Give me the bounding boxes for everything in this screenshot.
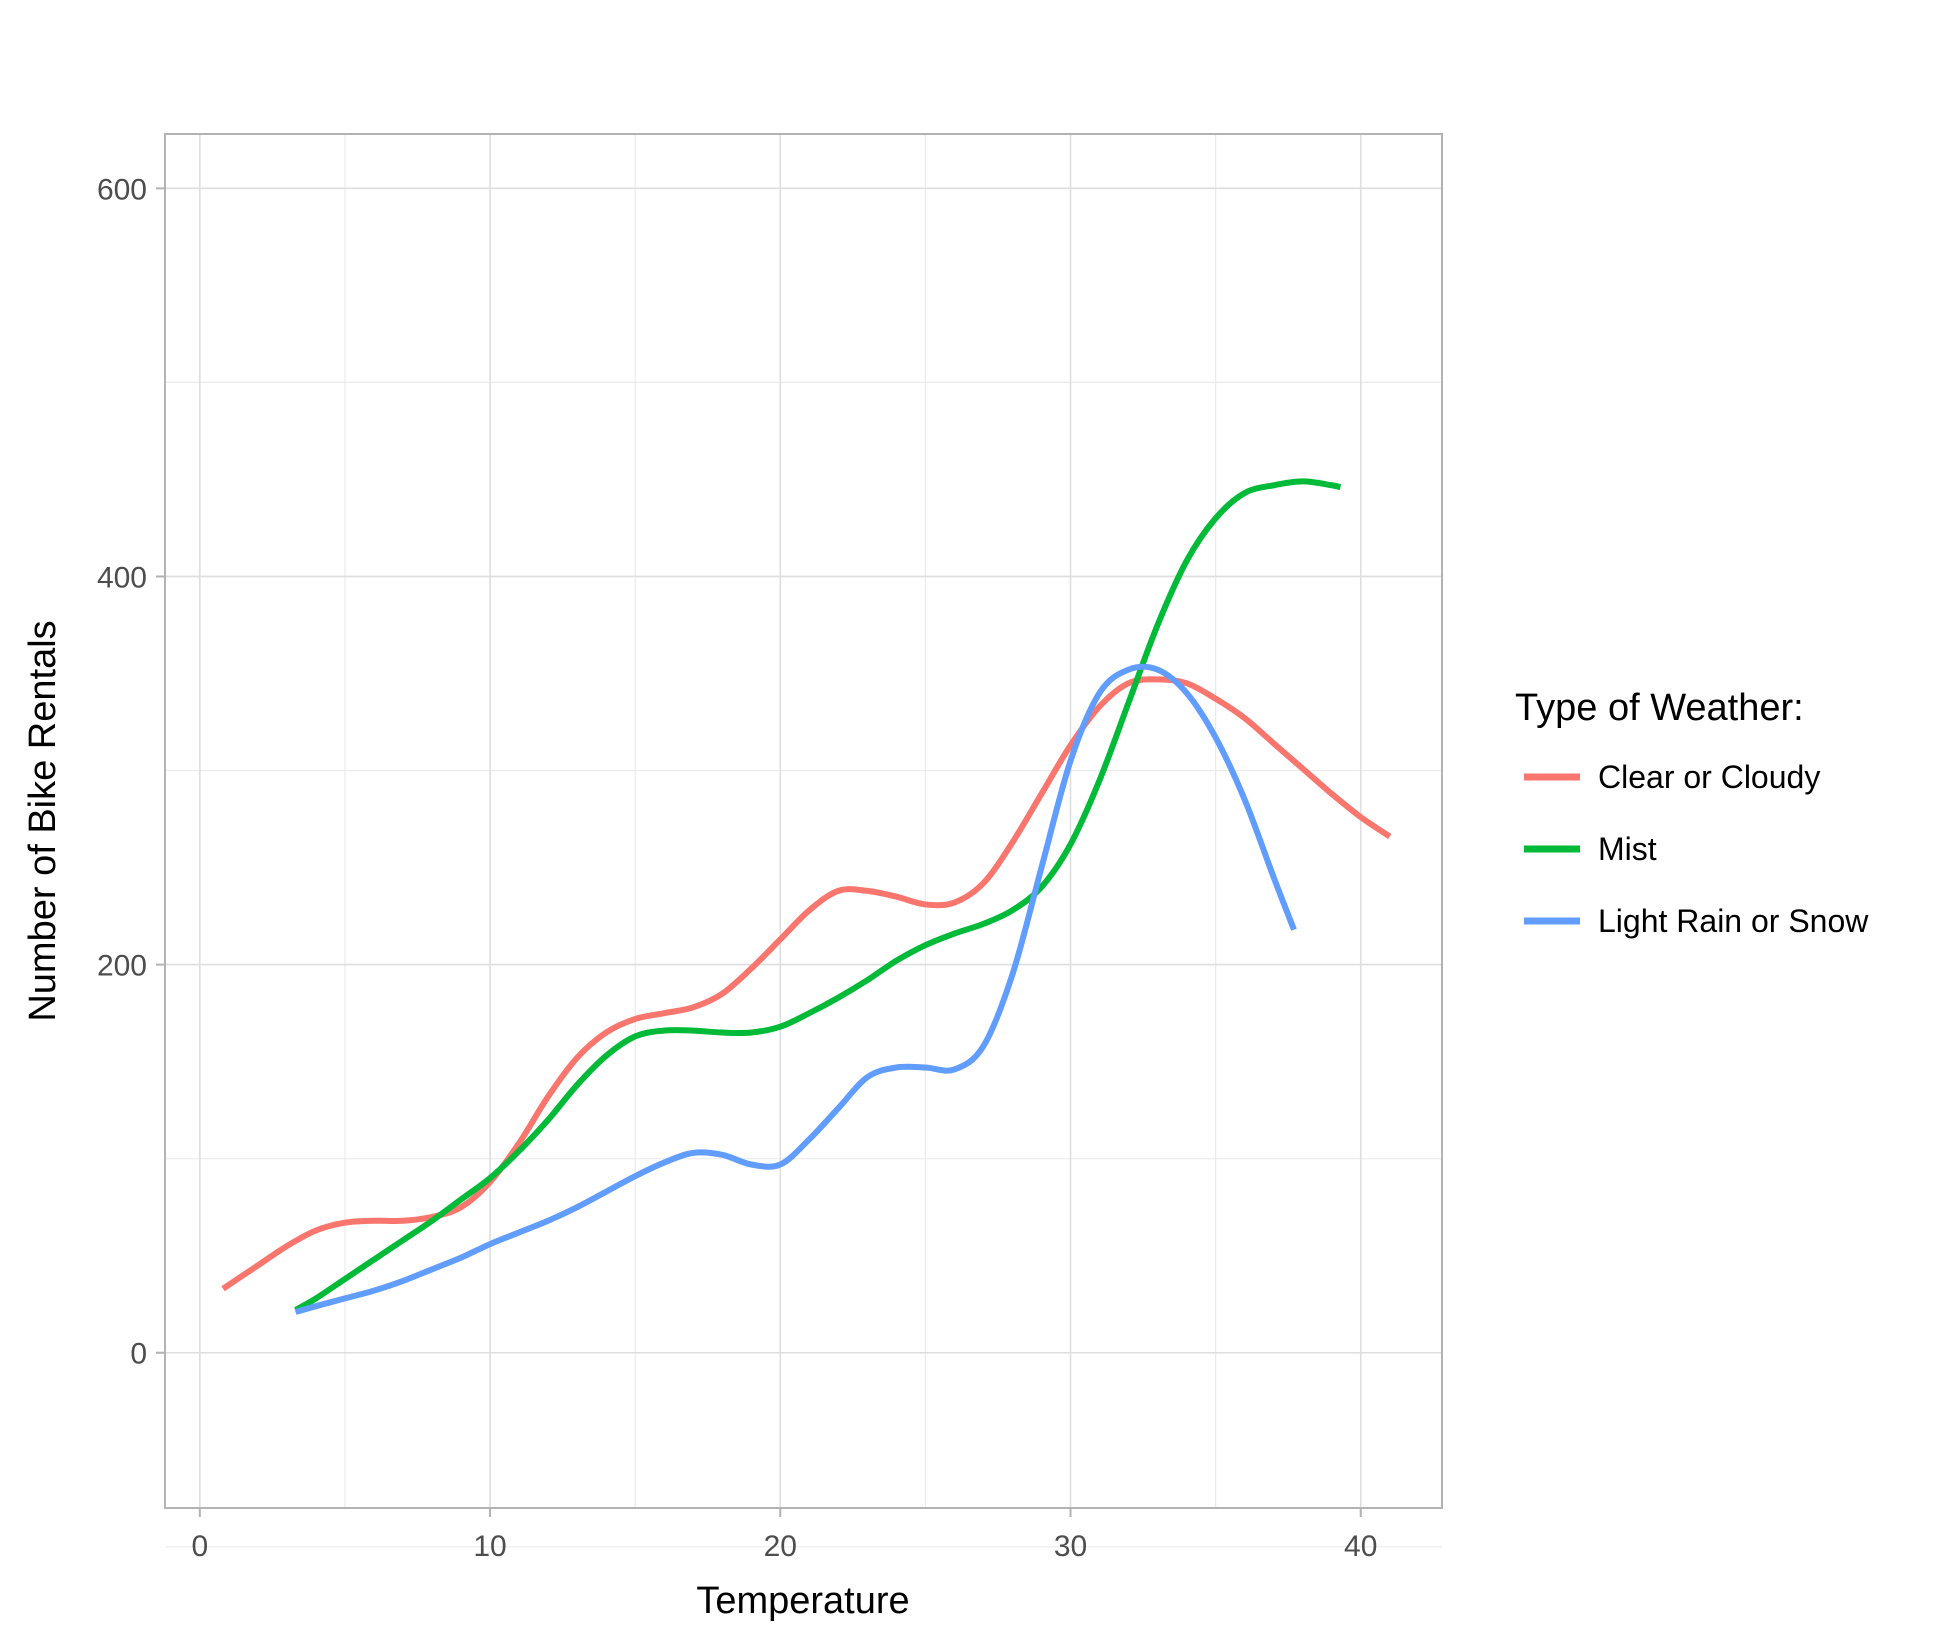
x-tick-label: 30 — [1054, 1530, 1087, 1563]
series-line-clear-or-cloudy — [221, 676, 1392, 1292]
y-tick-label: 400 — [97, 561, 147, 594]
x-tick-label: 40 — [1344, 1530, 1377, 1563]
y-tick-label: 0 — [130, 1338, 147, 1371]
y-tick-label: 200 — [97, 950, 147, 983]
y-tick-label: 600 — [97, 173, 147, 206]
legend-label-clear-or-cloudy: Clear or Cloudy — [1598, 759, 1820, 795]
y-axis-title: Number of Bike Rentals — [22, 620, 64, 1021]
series-lines — [221, 478, 1392, 1315]
x-tick-label: 20 — [764, 1530, 797, 1563]
legend-title: Type of Weather: — [1515, 687, 1804, 729]
legend: Type of Weather: Clear or Cloudy Mist Ligh… — [1515, 687, 1869, 939]
x-tick-label: 10 — [473, 1530, 506, 1563]
major-gridlines — [165, 134, 1442, 1508]
series-line-mist — [294, 478, 1342, 1313]
x-axis-title: Temperature — [696, 1580, 909, 1622]
series-line-light-rain-or-snow — [294, 663, 1297, 1315]
plot-panel-border — [164, 133, 1443, 1509]
x-axis: 0 10 20 30 40 — [191, 1508, 1377, 1563]
legend-label-mist: Mist — [1598, 831, 1657, 867]
x-tick-label: 0 — [191, 1530, 208, 1563]
y-axis: 0 200 400 600 — [97, 173, 165, 1371]
legend-label-light-rain-or-snow: Light Rain or Snow — [1598, 903, 1869, 939]
plot-background — [165, 134, 1442, 1508]
